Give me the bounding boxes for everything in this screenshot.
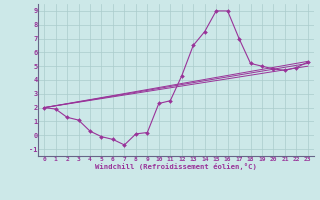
X-axis label: Windchill (Refroidissement éolien,°C): Windchill (Refroidissement éolien,°C) — [95, 163, 257, 170]
